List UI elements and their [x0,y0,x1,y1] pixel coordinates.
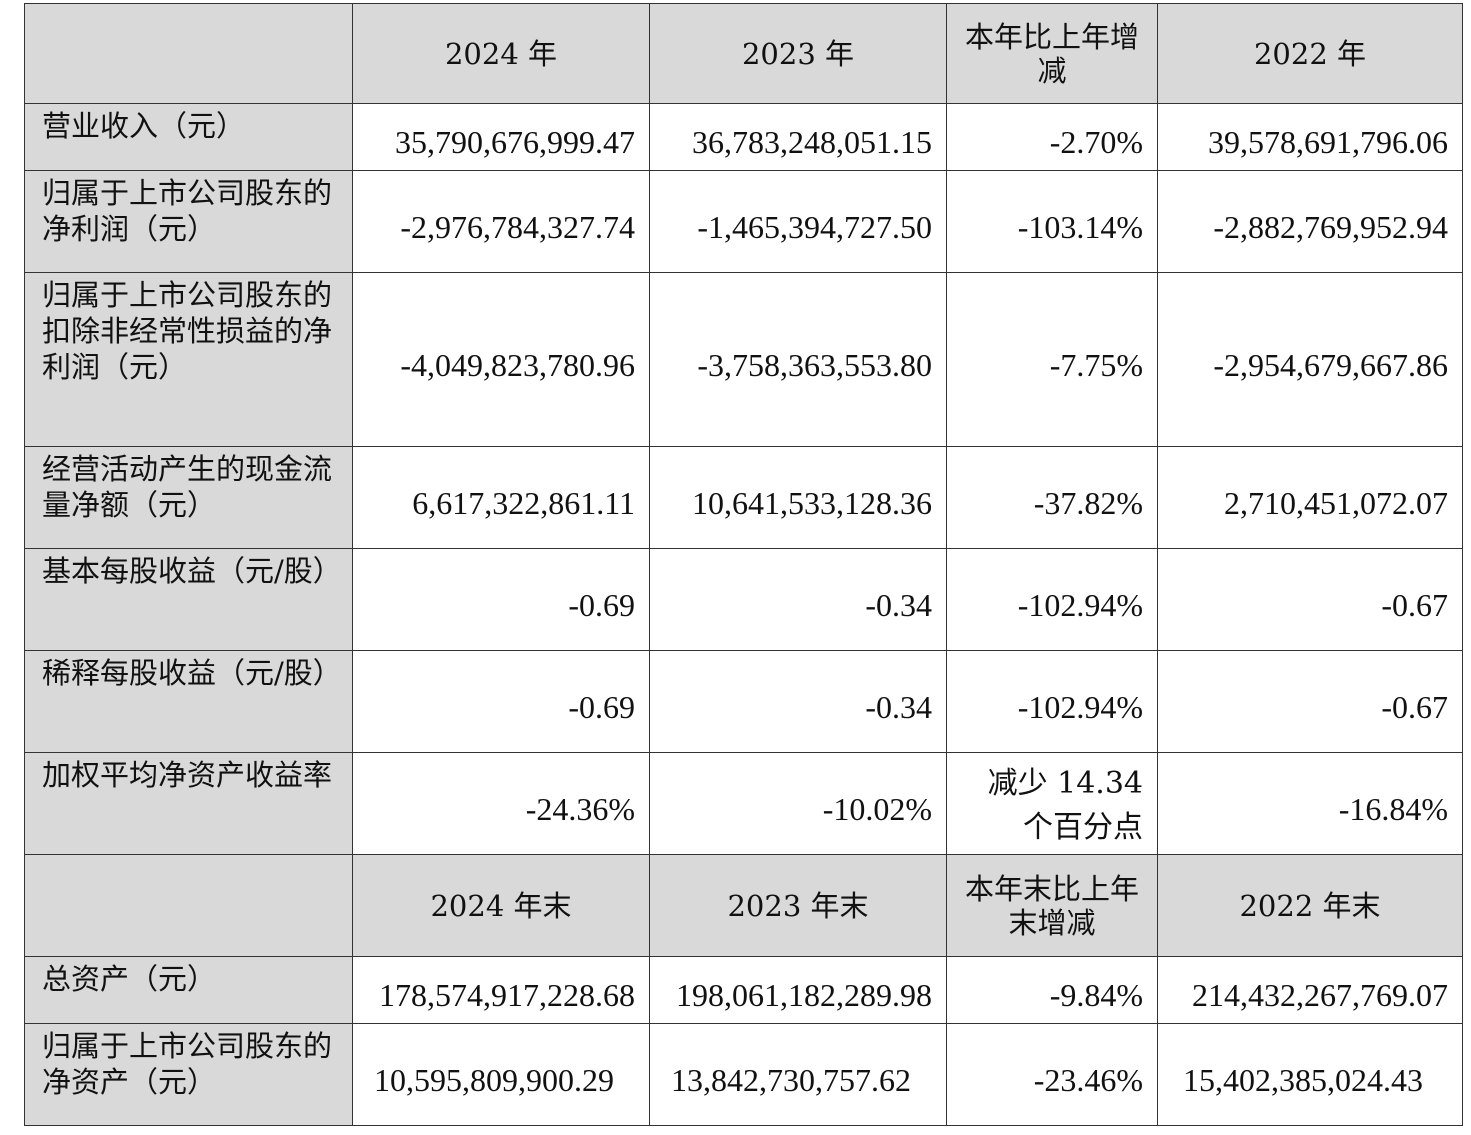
row-label-weighted-roe: 加权平均净资产收益率 [24,752,353,855]
cell-change-line1: 减少 14.34 [987,765,1143,801]
header-row-annual: 2024 年 2023 年 本年比上年增减 2022 年 [24,3,1463,104]
cell-2022: -2,954,679,667.86 [1157,272,1463,447]
cell-change: -7.75% [946,272,1158,447]
cell-2024: -4,049,823,780.96 [352,272,650,447]
cell-change: -37.82% [946,446,1158,549]
table-row: 归属于上市公司股东的净资产（元） 10,595,809,900.29 13,84… [24,1023,1463,1126]
cell-2024: 6,617,322,861.11 [352,446,650,549]
cell-2023: 36,783,248,051.15 [649,103,947,171]
cell-change-text: 减少 14.34 个百分点 [988,762,1143,850]
cell-change: -102.94% [946,548,1158,651]
cell-2023: -10.02% [649,752,947,855]
cell-2023: -0.34 [649,650,947,753]
table-row: 加权平均净资产收益率 -24.36% -10.02% 减少 14.34 个百分点… [24,752,1463,855]
table-row: 营业收入（元） 35,790,676,999.47 36,783,248,051… [24,103,1463,171]
cell-2024: 178,574,917,228.68 [352,956,650,1024]
cell-change: -103.14% [946,170,1158,273]
row-label-total-assets: 总资产（元） [24,956,353,1024]
row-label-net-assets: 归属于上市公司股东的净资产（元） [24,1023,353,1126]
cell-2022: -16.84% [1157,752,1463,855]
row-label-basic-eps: 基本每股收益（元/股） [24,548,353,651]
cell-change: -9.84% [946,956,1158,1024]
cell-2024: -0.69 [352,650,650,753]
header-2024-end: 2024 年末 [352,854,650,957]
row-label-diluted-eps: 稀释每股收益（元/股） [24,650,353,753]
cell-2022: 214,432,267,769.07 [1157,956,1463,1024]
financial-summary-table: 2024 年 2023 年 本年比上年增减 2022 年 营业收入（元） 35,… [24,3,1463,1126]
cell-2023: 13,842,730,757.62 [649,1023,947,1126]
table-row: 基本每股收益（元/股） -0.69 -0.34 -102.94% -0.67 [24,548,1463,651]
cell-2024: 35,790,676,999.47 [352,103,650,171]
header-corner-cell [24,3,353,104]
header-yoy-change-end: 本年末比上年末增减 [946,854,1158,957]
cell-2022: -0.67 [1157,650,1463,753]
cell-2022: 39,578,691,796.06 [1157,103,1463,171]
table-row: 总资产（元） 178,574,917,228.68 198,061,182,28… [24,956,1463,1024]
row-label-operating-cash-flow: 经营活动产生的现金流量净额（元） [24,446,353,549]
table-row: 稀释每股收益（元/股） -0.69 -0.34 -102.94% -0.67 [24,650,1463,753]
header-2022: 2022 年 [1157,3,1463,104]
table-row: 经营活动产生的现金流量净额（元） 6,617,322,861.11 10,641… [24,446,1463,549]
table-row: 归属于上市公司股东的扣除非经常性损益的净利润（元） -4,049,823,780… [24,272,1463,447]
cell-2023: -3,758,363,553.80 [649,272,947,447]
cell-2022: -0.67 [1157,548,1463,651]
table-row: 归属于上市公司股东的净利润（元） -2,976,784,327.74 -1,46… [24,170,1463,273]
header-2023: 2023 年 [649,3,947,104]
cell-2022: 2,710,451,072.07 [1157,446,1463,549]
header-yoy-change: 本年比上年增减 [946,3,1158,104]
row-label-revenue: 营业收入（元） [24,103,353,171]
row-label-net-profit-deducted: 归属于上市公司股东的扣除非经常性损益的净利润（元） [24,272,353,447]
header-2024: 2024 年 [352,3,650,104]
cell-2022: 15,402,385,024.43 [1157,1023,1463,1126]
header-2023-end: 2023 年末 [649,854,947,957]
cell-change: -2.70% [946,103,1158,171]
header-row-year-end: 2024 年末 2023 年末 本年末比上年末增减 2022 年末 [24,854,1463,957]
cell-2023: 10,641,533,128.36 [649,446,947,549]
cell-2024: -2,976,784,327.74 [352,170,650,273]
header-corner-cell [24,854,353,957]
cell-change: -102.94% [946,650,1158,753]
cell-2023: -1,465,394,727.50 [649,170,947,273]
cell-2023: 198,061,182,289.98 [649,956,947,1024]
cell-2023: -0.34 [649,548,947,651]
row-label-net-profit: 归属于上市公司股东的净利润（元） [24,170,353,273]
cell-change-line2: 个百分点 [1023,809,1143,845]
cell-2024: -0.69 [352,548,650,651]
cell-2022: -2,882,769,952.94 [1157,170,1463,273]
header-2022-end: 2022 年末 [1157,854,1463,957]
cell-2024: -24.36% [352,752,650,855]
cell-change: 减少 14.34 个百分点 [946,752,1158,855]
cell-change: -23.46% [946,1023,1158,1126]
cell-2024: 10,595,809,900.29 [352,1023,650,1126]
